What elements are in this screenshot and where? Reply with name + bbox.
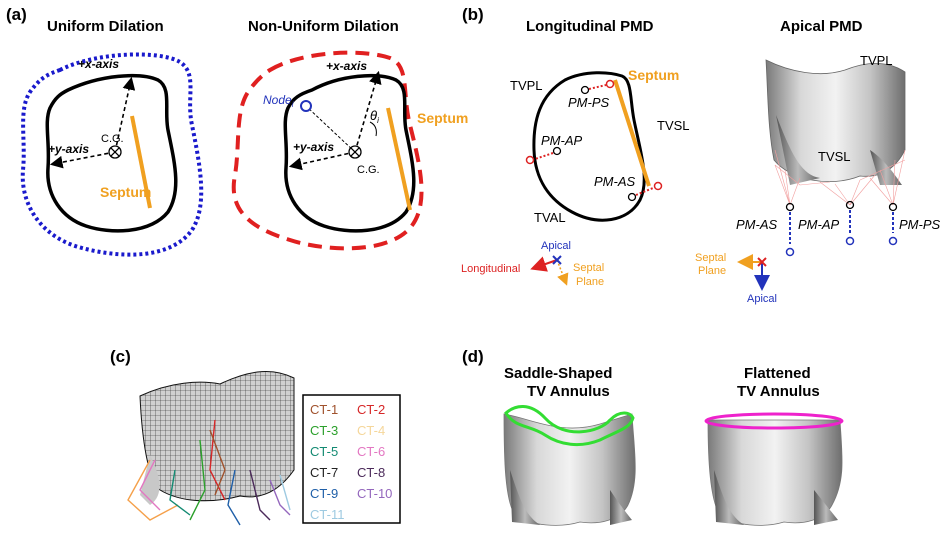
theta-arc xyxy=(369,121,377,137)
nonuniform-dilated-annulus xyxy=(231,50,424,251)
ct-legend-item: CT-2 xyxy=(357,402,385,417)
theta-label: θi xyxy=(370,108,379,125)
uniform-dilated-annulus xyxy=(20,52,204,257)
node-ray xyxy=(305,105,356,153)
tvpl-label-3d: TVPL xyxy=(860,53,893,68)
septum-line-nonuniform xyxy=(386,107,412,211)
apical-pm-as-label: PM-AS xyxy=(736,217,778,232)
panel-d-label: (d) xyxy=(462,347,484,366)
septum-label-b: Septum xyxy=(628,67,679,83)
tvpl-label: TVPL xyxy=(510,78,543,93)
x-axis-label-nonuniform: +x-axis xyxy=(326,59,367,73)
flattened-title: Flattened TV Annulus xyxy=(737,365,820,400)
x-axis-label: +x-axis xyxy=(78,57,119,71)
y-axis-label-nonuniform: +y-axis xyxy=(293,140,334,154)
ct-legend-item: CT-4 xyxy=(357,423,385,438)
axis-apical-right: Apical xyxy=(747,293,777,305)
ct-legend-item: CT-3 xyxy=(310,423,338,438)
pm-ap-marker xyxy=(525,146,562,165)
uniform-dilation-title: Uniform Dilation xyxy=(47,18,164,35)
cg-symbol-nonuniform xyxy=(348,145,362,159)
apical-pm-ps-label: PM-PS xyxy=(899,217,941,232)
ct-legend-item: CT-11 xyxy=(310,507,344,522)
septum-label-nonuniform: Septum xyxy=(417,110,468,126)
pm-ap-label: PM-AP xyxy=(541,133,583,148)
apical-pm-ps xyxy=(888,202,898,246)
node-label: Nodei xyxy=(263,93,294,109)
y-axis-arrow-nonuniform xyxy=(288,151,356,171)
tval-label: TVAL xyxy=(534,210,566,225)
ct-legend-item: CT-9 xyxy=(310,486,338,501)
pm-as-marker xyxy=(627,181,663,202)
apical-pm-ap xyxy=(845,200,855,246)
axis-septal-left: Septal Plane xyxy=(573,262,607,288)
septum-label: Septum xyxy=(100,184,151,200)
septum-line-b xyxy=(613,79,651,187)
cg-symbol xyxy=(108,145,122,159)
septum-line xyxy=(130,115,152,209)
y-axis-label: +y-axis xyxy=(48,142,89,156)
ct-legend-item: CT-7 xyxy=(310,465,338,480)
panel-c-label: (c) xyxy=(110,347,131,366)
pm-ps-label: PM-PS xyxy=(568,95,610,110)
cg-label: C.G. xyxy=(101,133,124,145)
tvsl-label: TVSL xyxy=(657,118,690,133)
axes-glyph-right xyxy=(737,254,770,291)
apical-pmd-title: Apical PMD xyxy=(780,18,863,35)
saddle-title: Saddle-Shaped TV Annulus xyxy=(504,365,617,400)
cg-label-nonuniform: C.G. xyxy=(357,164,380,176)
x-axis-arrow xyxy=(114,76,136,153)
ct-legend-item: CT-8 xyxy=(357,465,385,480)
pm-as-label: PM-AS xyxy=(594,174,636,189)
apical-pm-as xyxy=(785,202,795,257)
valve-mesh-3d xyxy=(127,371,295,526)
axes-glyph-left xyxy=(530,255,569,286)
nonuniform-dilation-title: Non-Uniform Dilation xyxy=(248,18,399,35)
flattened-valve xyxy=(704,412,844,526)
saddle-valve xyxy=(503,405,636,526)
apical-pm-ap-label: PM-AP xyxy=(798,217,840,232)
axis-apical-left: Apical xyxy=(541,240,571,252)
uniform-annulus xyxy=(45,73,178,233)
panel-a-label: (a) xyxy=(6,5,27,24)
tv-annulus-longitudinal xyxy=(532,71,646,222)
ct-legend-box xyxy=(302,394,401,524)
valve-3d-apical xyxy=(765,59,906,206)
ct-legend: CT-1 CT-2 CT-3 CT-4 CT-5 CT-6 CT-7 CT-8 CT-9 CT-1… xyxy=(310,402,392,522)
nonuniform-annulus xyxy=(283,73,416,233)
pm-ps-marker xyxy=(580,79,615,95)
panel-b-label: (b) xyxy=(462,5,484,24)
axis-septal-right: Septal Plane xyxy=(695,252,729,277)
node-marker xyxy=(300,100,312,112)
longitudinal-pmd-title: Longitudinal PMD xyxy=(526,18,654,35)
tvsl-label-3d: TVSL xyxy=(818,149,851,164)
ct-legend-item: CT-10 xyxy=(357,486,392,501)
y-axis-arrow xyxy=(49,151,116,169)
ct-legend-item: CT-6 xyxy=(357,444,385,459)
ct-legend-item: CT-5 xyxy=(310,444,338,459)
axis-longitudinal: Longitudinal xyxy=(461,263,520,275)
ct-legend-item: CT-1 xyxy=(310,402,338,417)
